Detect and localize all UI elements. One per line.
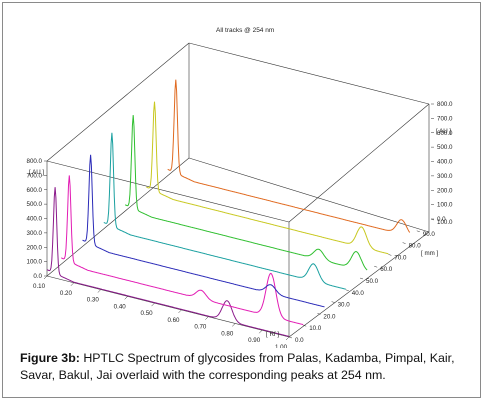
mm-tick-label: 80.0 [409, 243, 422, 250]
trace-6 [146, 101, 389, 255]
au-tick-label-left: 500.0 [27, 201, 43, 208]
mm-tick-label: 20.0 [323, 313, 336, 320]
au-tick-label-left: 800.0 [27, 158, 43, 165]
mm-tick-mark [430, 218, 435, 221]
mm-tick-label: 10.0 [309, 325, 322, 332]
rf-tick-label: 1.00 [275, 344, 288, 348]
au-tick-label-right: 600.0 [437, 130, 453, 137]
mm-tick-label: 50.0 [366, 278, 379, 285]
au-tick-label-left: 200.0 [27, 244, 43, 251]
au-tick-label-right: 400.0 [437, 159, 453, 166]
mm-tick-mark [331, 301, 335, 303]
trace-4 [103, 132, 346, 290]
rf-tick-mark [97, 289, 101, 293]
mm-tick-mark [388, 254, 392, 256]
rf-tick-label: 0.90 [248, 337, 261, 344]
box-edge [288, 231, 430, 338]
au-tick-label-right: 100.0 [437, 202, 453, 209]
rf-tick-mark [124, 296, 128, 300]
au-tick-label-right: 800.0 [437, 101, 453, 108]
mm-axis-label: [ mm ] [421, 250, 438, 257]
box-edge [46, 157, 190, 277]
rf-tick-label: 0.20 [60, 290, 73, 297]
chart-box-frame [46, 42, 430, 338]
au-axis-label-left: [ AU ] [29, 169, 44, 176]
box-edge [46, 42, 190, 162]
mm-tick-mark [288, 336, 293, 339]
box-edge [188, 42, 430, 105]
mm-tick-mark [303, 324, 307, 327]
rf-tick-mark [43, 275, 48, 280]
au-axis-label-right: [ AU ] [436, 128, 451, 135]
mm-tick-mark [416, 230, 420, 233]
trace-3 [82, 154, 325, 308]
mm-tick-label: 90.0 [423, 231, 436, 238]
rf-tick-label: 0.10 [33, 283, 46, 290]
caption-text: HPTLC Spectrum of glycosides from Palas,… [20, 351, 455, 382]
mm-tick-label: 0.0 [295, 337, 304, 344]
rf-tick-mark [178, 309, 182, 314]
au-tick-label-left: 300.0 [27, 230, 43, 237]
mm-tick-mark [402, 242, 406, 244]
rf-tick-label: 0.40 [114, 303, 127, 310]
mm-tick-mark [359, 277, 364, 280]
mm-tick-label: 100.0 [437, 219, 453, 226]
au-tick-label-left: 0.0 [33, 273, 42, 280]
au-tick-label-left: 600.0 [27, 187, 43, 194]
trace-2 [61, 175, 304, 326]
box-edge [46, 160, 290, 223]
mm-tick-mark [345, 289, 349, 292]
mm-tick-label: 30.0 [338, 302, 351, 309]
au-tick-label-left: 700.0 [27, 172, 43, 179]
au-tick-label-right: 0.0 [437, 216, 446, 223]
au-tick-label-left: 100.0 [27, 259, 43, 266]
mm-tick-mark [317, 313, 321, 315]
traces [46, 79, 411, 337]
axis-ticks: 0.10 0.20 0.30 0.40 0.50 0.60 0.70 0.80 0.90 1.00… [27, 101, 454, 348]
rf-tick-label: 0.30 [87, 297, 100, 304]
trace-7 [167, 79, 411, 233]
mm-tick-mark [374, 265, 378, 268]
figure-caption: Figure 3b: HPTLC Spectrum of glycosides … [20, 350, 472, 384]
mm-tick-label: 70.0 [394, 254, 407, 261]
au-tick-label-right: 200.0 [437, 187, 453, 194]
trace-1 [46, 187, 290, 337]
rf-tick-label: 0.60 [167, 317, 180, 324]
hptlc-3d-chart: All tracks @ 254 nm 0.10 0.20 0.30 0.40 0.50… [27, 27, 454, 348]
box-edge [288, 103, 430, 223]
box-edge [46, 275, 290, 338]
rf-axis-label: [ Rf ] [266, 331, 279, 338]
au-tick-label-right: 300.0 [437, 173, 453, 180]
rf-tick-mark [151, 302, 155, 307]
rf-tick-mark [258, 330, 263, 334]
rf-tick-label: 0.80 [221, 330, 234, 337]
rf-tick-mark [70, 282, 75, 286]
rf-tick-label: 0.50 [141, 310, 154, 317]
figure-frame: All tracks @ 254 nm 0.10 0.20 0.30 0.40 0.50… [2, 2, 481, 398]
mm-tick-label: 60.0 [380, 266, 393, 273]
au-tick-label-right: 500.0 [437, 144, 453, 151]
trace-5 [124, 115, 368, 271]
mm-tick-label: 40.0 [352, 290, 365, 297]
au-tick-label-left: 400.0 [27, 216, 43, 223]
au-tick-label-right: 700.0 [437, 115, 453, 122]
rf-tick-mark [285, 336, 290, 341]
rf-tick-mark [205, 316, 209, 320]
box-edge [188, 157, 430, 233]
rf-tick-label: 0.70 [194, 324, 207, 331]
rf-tick-mark [232, 323, 236, 327]
caption-label: Figure 3b: [20, 351, 80, 365]
chart-title: All tracks @ 254 nm [216, 27, 274, 34]
